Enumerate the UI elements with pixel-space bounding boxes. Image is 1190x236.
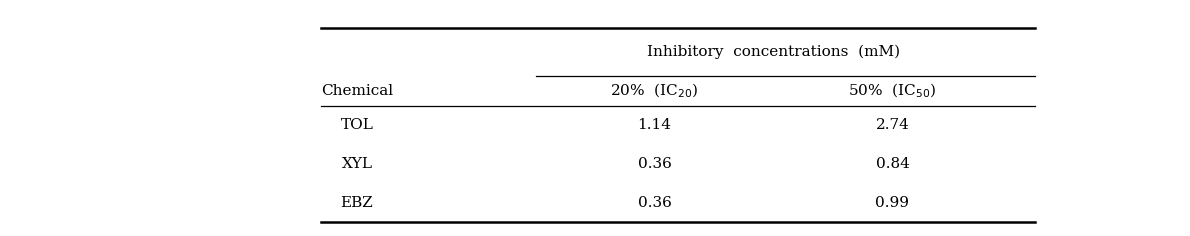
Text: 20%  (IC$_{20}$): 20% (IC$_{20}$) — [610, 82, 699, 100]
Text: Inhibitory  concentrations  (mM): Inhibitory concentrations (mM) — [647, 45, 900, 59]
Text: 0.84: 0.84 — [876, 157, 909, 171]
Text: 50%  (IC$_{50}$): 50% (IC$_{50}$) — [848, 82, 937, 100]
Text: XYL: XYL — [342, 157, 372, 171]
Text: 0.99: 0.99 — [876, 196, 909, 210]
Text: 1.14: 1.14 — [638, 118, 671, 132]
Text: 2.74: 2.74 — [876, 118, 909, 132]
Text: EBZ: EBZ — [340, 196, 374, 210]
Text: TOL: TOL — [340, 118, 374, 132]
Text: Chemical: Chemical — [321, 84, 393, 98]
Text: 0.36: 0.36 — [638, 196, 671, 210]
Text: 0.36: 0.36 — [638, 157, 671, 171]
